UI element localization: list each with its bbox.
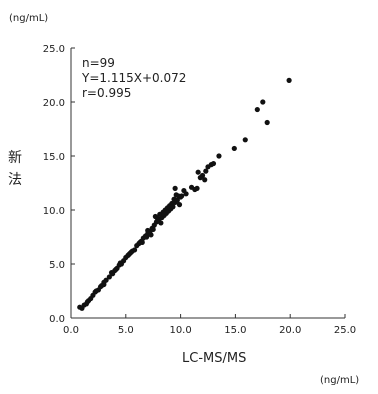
y-tick-label: 0.0 [49, 314, 65, 325]
x-tick-label: 25.0 [334, 325, 356, 336]
x-tick-label: 20.0 [279, 325, 301, 336]
annotation-n: n=99 [82, 56, 115, 70]
data-point [179, 193, 185, 199]
data-point [260, 99, 266, 105]
y-tick-label: 15.0 [43, 152, 65, 163]
x-tick-label: 15.0 [224, 325, 246, 336]
axis-ticks [70, 47, 346, 319]
data-point [84, 299, 91, 305]
data-point [194, 185, 200, 191]
data-point [99, 283, 105, 289]
data-point [103, 277, 109, 283]
x-tick-label: 0.0 [63, 325, 79, 336]
y-tick-label: 25.0 [43, 44, 65, 55]
y-tick-label: 10.0 [43, 206, 65, 217]
data-points [77, 77, 292, 311]
data-point [117, 260, 123, 266]
data-point [128, 249, 134, 255]
y-tick-label: 5.0 [49, 260, 65, 271]
data-point [231, 145, 237, 152]
data-point [202, 177, 208, 183]
annotation-r: r=0.995 [82, 86, 131, 100]
data-point [197, 175, 203, 181]
data-point [188, 184, 195, 190]
y-tick-label: 20.0 [43, 98, 65, 109]
data-point [254, 106, 260, 113]
y-unit-label: (ng/mL) [9, 13, 48, 24]
data-point [169, 204, 175, 210]
data-point [176, 202, 183, 208]
data-point [146, 230, 152, 236]
data-point [216, 153, 222, 159]
x-unit-label: (ng/mL) [320, 375, 359, 386]
data-point [113, 266, 119, 272]
data-point [242, 137, 248, 143]
y-axis-title: 新法 [8, 150, 22, 188]
data-point [93, 288, 99, 294]
data-point [156, 217, 162, 223]
data-point [174, 197, 180, 203]
x-tick-label: 5.0 [118, 325, 134, 336]
x-tick-label: 10.0 [169, 325, 191, 336]
x-axis-title: LC-MS/MS [182, 351, 246, 366]
data-point [286, 77, 292, 83]
data-point [172, 185, 178, 191]
data-point [203, 168, 209, 174]
data-point [195, 169, 201, 175]
data-point [150, 226, 156, 233]
annotation-equation: Y=1.115X+0.072 [81, 71, 186, 85]
data-point [161, 211, 167, 217]
data-point [144, 234, 150, 240]
data-point [210, 160, 217, 167]
data-point [183, 191, 189, 197]
data-point [106, 274, 112, 280]
axis-tick-labels: 0.0 5.0 10.0 15.0 20.0 25.0 0.0 5.0 10.0 15.0 20.0… [43, 44, 356, 336]
data-point [264, 119, 270, 126]
data-point [110, 271, 116, 277]
data-point [137, 239, 143, 245]
